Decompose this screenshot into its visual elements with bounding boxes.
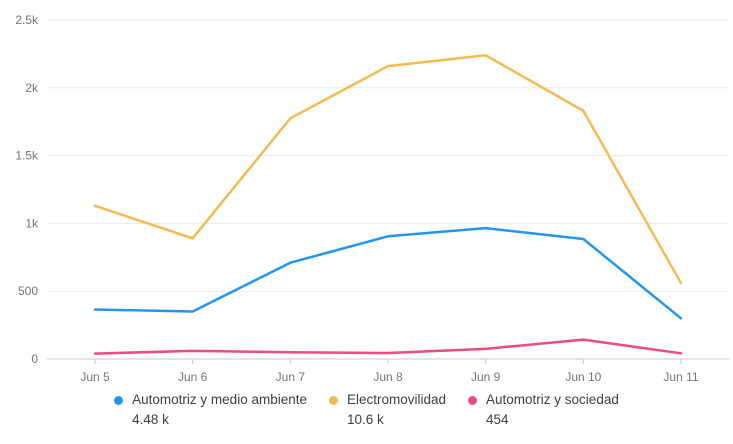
y-axis-tick-label: 2.5k xyxy=(15,13,39,27)
series-line-2[interactable] xyxy=(93,338,683,355)
chart-legend: Automotriz y medio ambiente 4.48 k Electro… xyxy=(0,390,733,430)
x-axis-tick-label: Jun 5 xyxy=(80,370,110,384)
legend-item-0[interactable]: Automotriz y medio ambiente 4.48 k xyxy=(114,390,307,430)
legend-item-1[interactable]: Electromovilidad 10.6 k xyxy=(328,390,446,430)
y-axis-tick-label: 0 xyxy=(31,352,38,366)
series-line-0[interactable] xyxy=(93,226,683,320)
legend-dot-icon xyxy=(468,396,478,405)
y-axis-tick-label: 1k xyxy=(25,216,39,230)
legend-series-name: Automotriz y medio ambiente xyxy=(132,392,307,407)
legend-texts: Electromovilidad 10.6 k xyxy=(347,390,446,430)
x-axis-tick-label: Jun 11 xyxy=(663,370,698,384)
x-axis-tick-label: Jun 9 xyxy=(471,370,501,384)
y-axis-tick-label: 1.5k xyxy=(15,149,39,163)
legend-dot-icon xyxy=(328,396,338,405)
legend-series-total: 4.48 k xyxy=(132,412,169,427)
y-axis-tick-label: 500 xyxy=(18,284,38,298)
legend-texts: Automotriz y sociedad 454 xyxy=(486,390,619,430)
legend-item-2[interactable]: Automotriz y sociedad 454 xyxy=(468,390,619,430)
legend-series-total: 10.6 k xyxy=(346,412,384,427)
legend-series-name: Automotriz y sociedad xyxy=(486,392,619,407)
line-chart-canvas[interactable]: 0 500 1k 1.5k 2k 2.5k Jun 5 Jun 6 Jun 7 Jun 8 Jun … xyxy=(0,0,733,388)
legend-texts: Automotriz y medio ambiente 4.48 k xyxy=(132,390,307,430)
x-axis-tick-label: Jun 10 xyxy=(565,370,601,384)
series-line-1[interactable] xyxy=(93,54,683,285)
x-axis-tick-label: Jun 7 xyxy=(276,370,306,384)
y-axis-tick-label: 2k xyxy=(25,81,39,95)
legend-series-total: 454 xyxy=(486,412,509,427)
legend-series-name: Electromovilidad xyxy=(346,392,447,407)
x-axis-tick-label: Jun 8 xyxy=(373,370,403,384)
x-axis-tick-label: Jun 6 xyxy=(178,370,208,384)
legend-dot-icon xyxy=(114,396,124,405)
